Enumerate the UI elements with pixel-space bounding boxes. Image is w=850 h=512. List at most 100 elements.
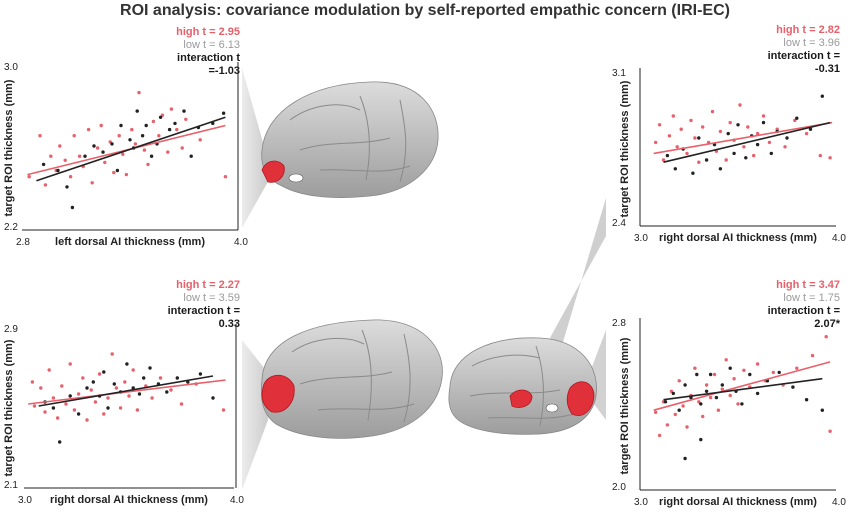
data-point-low — [65, 185, 69, 189]
connector-wedge-top-left — [242, 68, 270, 228]
data-point-high — [198, 138, 202, 142]
data-point-high — [133, 142, 138, 146]
x-axis-label: right dorsal AI thickness (mm) — [50, 494, 208, 506]
data-point-low — [167, 127, 172, 132]
data-point-high — [99, 123, 103, 128]
data-point-low — [785, 136, 789, 140]
data-point-low — [820, 94, 824, 98]
data-point-low — [165, 390, 169, 394]
data-point-high — [693, 366, 697, 370]
fit-line-low — [663, 121, 831, 163]
data-point-low — [697, 136, 701, 140]
data-point-high — [175, 127, 179, 132]
data-point-low — [755, 142, 760, 147]
data-point-high — [72, 408, 77, 412]
data-point-high — [68, 362, 72, 366]
data-point-low — [714, 395, 719, 400]
data-point-low — [128, 138, 132, 142]
stat-low: low t = 1.75 — [783, 292, 840, 304]
data-point-low — [92, 144, 96, 148]
data-point-low — [683, 456, 687, 461]
data-point-high — [710, 109, 715, 114]
data-point-low — [175, 376, 179, 380]
data-point-high — [27, 175, 31, 179]
data-point-high — [742, 145, 746, 149]
data-point-low — [173, 121, 177, 126]
stat-interaction: interaction t =-1.03 — [177, 52, 240, 77]
x-tick-label: 3.0 — [18, 495, 32, 506]
data-point-high — [728, 393, 732, 398]
stat-interaction: interaction t = 0.33 — [167, 305, 240, 330]
data-point-high — [121, 152, 125, 156]
data-point-high — [742, 368, 746, 372]
y-tick-label: 2.9 — [4, 324, 18, 335]
data-point-high — [755, 131, 760, 136]
x-axis-label: right dorsal AI thickness (mm) — [659, 232, 817, 244]
data-point-low — [673, 167, 677, 171]
data-point-high — [724, 358, 728, 362]
data-point-low — [699, 437, 703, 442]
data-point-high — [716, 408, 721, 412]
data-point-high — [712, 372, 717, 377]
data-point-low — [726, 131, 730, 136]
data-point-low — [106, 406, 110, 410]
data-point-high — [708, 395, 713, 400]
data-point-low — [744, 156, 748, 160]
data-point-high — [32, 404, 37, 408]
data-point-high — [728, 120, 732, 125]
data-point-high — [43, 183, 48, 187]
data-point-low — [671, 391, 675, 396]
data-point-high — [818, 153, 822, 158]
data-point-high — [701, 414, 705, 419]
data-point-high — [738, 103, 742, 107]
stats-box: high t = 2.27 low t = 3.59 interaction t… — [150, 279, 240, 331]
stat-interaction: interaction t = 2.07* — [767, 305, 840, 330]
data-point-low — [777, 370, 781, 375]
y-axis-label: target ROI thickness (mm) — [3, 79, 15, 216]
data-point-low — [748, 372, 752, 377]
data-point-low — [683, 383, 687, 387]
data-point-high — [677, 379, 681, 383]
data-point-low — [142, 376, 146, 380]
stat-high: high t = 3.47 — [776, 279, 840, 291]
data-point-high — [685, 151, 689, 156]
fit-line-low — [663, 377, 823, 401]
data-point-low — [728, 366, 732, 370]
data-point-high — [127, 394, 131, 398]
data-point-high — [55, 416, 60, 420]
data-point-low — [718, 167, 723, 171]
data-point-high — [142, 148, 147, 152]
data-point-low — [182, 109, 186, 113]
data-point-high — [135, 408, 140, 412]
stats-box: high t = 2.95 low t = 6.13 interaction t… — [150, 26, 240, 78]
data-point-low — [83, 154, 87, 158]
x-axis-label: left dorsal AI thickness (mm) — [55, 236, 205, 248]
data-point-high — [169, 107, 174, 111]
fit-line-high — [653, 121, 833, 155]
data-point-high — [752, 153, 756, 158]
data-point-high — [123, 380, 127, 384]
data-point-low — [699, 402, 703, 406]
data-point-high — [223, 175, 228, 179]
y-axis-label: target ROI thickness (mm) — [3, 339, 15, 476]
data-point-high — [746, 125, 750, 129]
data-point-low — [51, 406, 56, 410]
data-point-low — [41, 162, 46, 167]
data-point-high — [667, 134, 672, 138]
data-point-low — [211, 396, 215, 400]
fit-line-low — [38, 375, 214, 407]
data-point-high — [810, 353, 815, 358]
data-point-low — [144, 123, 148, 128]
data-point-high — [675, 145, 679, 149]
data-point-high — [51, 396, 56, 400]
data-point-high — [76, 392, 81, 396]
data-point-low — [149, 154, 154, 158]
data-point-high — [81, 376, 85, 380]
x-tick-label: 4.0 — [234, 237, 248, 248]
data-point-high — [761, 114, 766, 118]
data-point-high — [137, 90, 141, 95]
data-point-high — [767, 140, 772, 145]
data-point-low — [56, 168, 60, 173]
